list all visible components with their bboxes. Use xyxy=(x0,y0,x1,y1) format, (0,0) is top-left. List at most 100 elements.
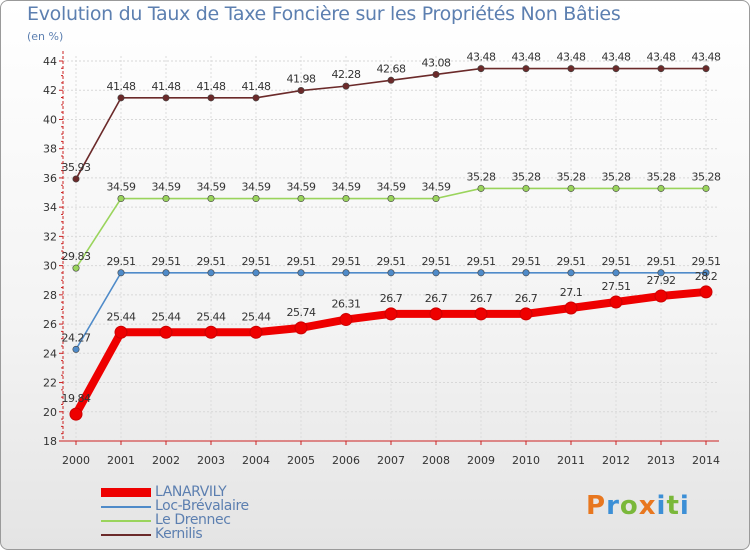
point-le-drennec-2007 xyxy=(387,195,395,203)
point-le-drennec-2004 xyxy=(252,195,260,203)
data-label-loc-br-valaire-2001: 29.51 xyxy=(107,255,136,268)
point-loc-br-valaire-2001 xyxy=(117,269,125,277)
point-le-drennec-2013 xyxy=(657,184,665,192)
data-label-loc-br-valaire-2012: 29.51 xyxy=(602,255,631,268)
point-loc-br-valaire-2000 xyxy=(72,345,80,353)
data-label-le-drennec-2000: 29.83 xyxy=(62,250,91,263)
x-tick-label-2012: 2012 xyxy=(602,454,630,467)
legend-swatch-lanarvily xyxy=(101,488,151,497)
point-loc-br-valaire-2013 xyxy=(657,269,665,277)
data-label-kernilis-2013: 43.48 xyxy=(647,51,676,64)
point-kernilis-2006 xyxy=(342,82,350,90)
point-le-drennec-2005 xyxy=(297,195,305,203)
logo-letter: P xyxy=(586,491,607,521)
point-loc-br-valaire-2009 xyxy=(477,269,485,277)
point-le-drennec-2011 xyxy=(567,184,575,192)
y-tick-label-22: 22 xyxy=(43,377,57,390)
data-label-lanarvily-2009: 26.7 xyxy=(470,292,493,305)
point-kernilis-2008 xyxy=(432,70,440,78)
data-label-loc-br-valaire-2002: 29.51 xyxy=(152,255,181,268)
data-label-kernilis-2006: 42.28 xyxy=(332,68,361,81)
chart-title: Evolution du Taux de Taxe Foncière sur l… xyxy=(27,3,621,25)
logo-letter: o xyxy=(619,491,639,521)
data-label-lanarvily-2013: 27.92 xyxy=(647,274,676,287)
logo-letter: i xyxy=(679,491,690,521)
point-lanarvily-2013 xyxy=(654,289,668,303)
x-tick-label-2006: 2006 xyxy=(332,454,360,467)
data-label-lanarvily-2002: 25.44 xyxy=(152,310,181,323)
data-label-kernilis-2005: 41.98 xyxy=(287,73,316,86)
data-label-kernilis-2012: 43.48 xyxy=(602,51,631,64)
x-tick-label-2004: 2004 xyxy=(242,454,270,467)
data-label-kernilis-2008: 43.08 xyxy=(422,56,451,69)
proxiti-logo: Proxiti xyxy=(586,491,690,521)
y-tick-label-26: 26 xyxy=(43,318,57,331)
data-label-lanarvily-2004: 25.44 xyxy=(242,310,271,323)
legend-swatch-loc-brevalaire xyxy=(101,506,151,508)
y-tick-label-34: 34 xyxy=(43,201,57,214)
data-label-kernilis-2010: 43.48 xyxy=(512,51,541,64)
data-label-loc-br-valaire-2011: 29.51 xyxy=(557,255,586,268)
data-label-lanarvily-2011: 27.1 xyxy=(560,286,583,299)
point-lanarvily-2014 xyxy=(699,285,713,299)
point-le-drennec-2008 xyxy=(432,195,440,203)
point-lanarvily-2010 xyxy=(519,307,533,321)
point-loc-br-valaire-2014 xyxy=(702,269,710,277)
point-loc-br-valaire-2004 xyxy=(252,269,260,277)
x-tick-label-2001: 2001 xyxy=(107,454,135,467)
legend-swatch-le-drennec xyxy=(101,520,151,522)
point-lanarvily-2000 xyxy=(69,407,83,421)
legend-label-loc-brevalaire: Loc-Brévalaire xyxy=(155,498,249,514)
point-lanarvily-2004 xyxy=(249,325,263,339)
point-le-drennec-2010 xyxy=(522,184,530,192)
legend-label-le-drennec: Le Drennec xyxy=(155,512,231,528)
data-label-kernilis-2000: 35.93 xyxy=(62,161,91,174)
y-tick-label-44: 44 xyxy=(43,55,57,68)
x-tick-label-2014: 2014 xyxy=(692,454,720,467)
x-tick-label-2002: 2002 xyxy=(152,454,180,467)
point-kernilis-2003 xyxy=(207,94,215,102)
chart-unit-label: (en %) xyxy=(27,30,64,43)
point-kernilis-2013 xyxy=(657,65,665,73)
point-kernilis-2010 xyxy=(522,65,530,73)
data-label-kernilis-2014: 43.48 xyxy=(692,51,721,64)
data-label-lanarvily-2001: 25.44 xyxy=(107,310,136,323)
point-loc-br-valaire-2005 xyxy=(297,269,305,277)
point-lanarvily-2011 xyxy=(564,301,578,315)
point-kernilis-2005 xyxy=(297,87,305,95)
data-label-le-drennec-2003: 34.59 xyxy=(197,181,226,194)
data-label-kernilis-2011: 43.48 xyxy=(557,51,586,64)
data-label-lanarvily-2010: 26.7 xyxy=(515,292,538,305)
data-label-le-drennec-2005: 34.59 xyxy=(287,181,316,194)
data-label-lanarvily-2012: 27.51 xyxy=(602,280,631,293)
point-kernilis-2002 xyxy=(162,94,170,102)
point-loc-br-valaire-2010 xyxy=(522,269,530,277)
data-label-kernilis-2003: 41.48 xyxy=(197,80,226,93)
point-le-drennec-2000 xyxy=(72,264,80,272)
data-label-loc-br-valaire-2013: 29.51 xyxy=(647,255,676,268)
data-label-le-drennec-2004: 34.59 xyxy=(242,181,271,194)
logo-letter: t xyxy=(666,491,680,521)
point-lanarvily-2012 xyxy=(609,295,623,309)
data-label-loc-br-valaire-2003: 29.51 xyxy=(197,255,226,268)
point-kernilis-2007 xyxy=(387,76,395,84)
point-lanarvily-2003 xyxy=(204,325,218,339)
x-tick-label-2008: 2008 xyxy=(422,454,450,467)
data-label-le-drennec-2006: 34.59 xyxy=(332,181,361,194)
y-tick-label-40: 40 xyxy=(43,113,57,126)
data-label-lanarvily-2007: 26.7 xyxy=(380,292,403,305)
point-lanarvily-2008 xyxy=(429,307,443,321)
point-loc-br-valaire-2008 xyxy=(432,269,440,277)
legend-swatch-kernilis xyxy=(101,534,151,536)
y-tick-label-32: 32 xyxy=(43,230,57,243)
point-le-drennec-2014 xyxy=(702,184,710,192)
data-label-kernilis-2009: 43.48 xyxy=(467,51,496,64)
point-le-drennec-2012 xyxy=(612,184,620,192)
point-kernilis-2000 xyxy=(72,175,80,183)
data-label-le-drennec-2012: 35.28 xyxy=(602,170,631,183)
logo-letter: i xyxy=(656,491,667,521)
point-le-drennec-2002 xyxy=(162,195,170,203)
y-tick-label-30: 30 xyxy=(43,260,57,273)
